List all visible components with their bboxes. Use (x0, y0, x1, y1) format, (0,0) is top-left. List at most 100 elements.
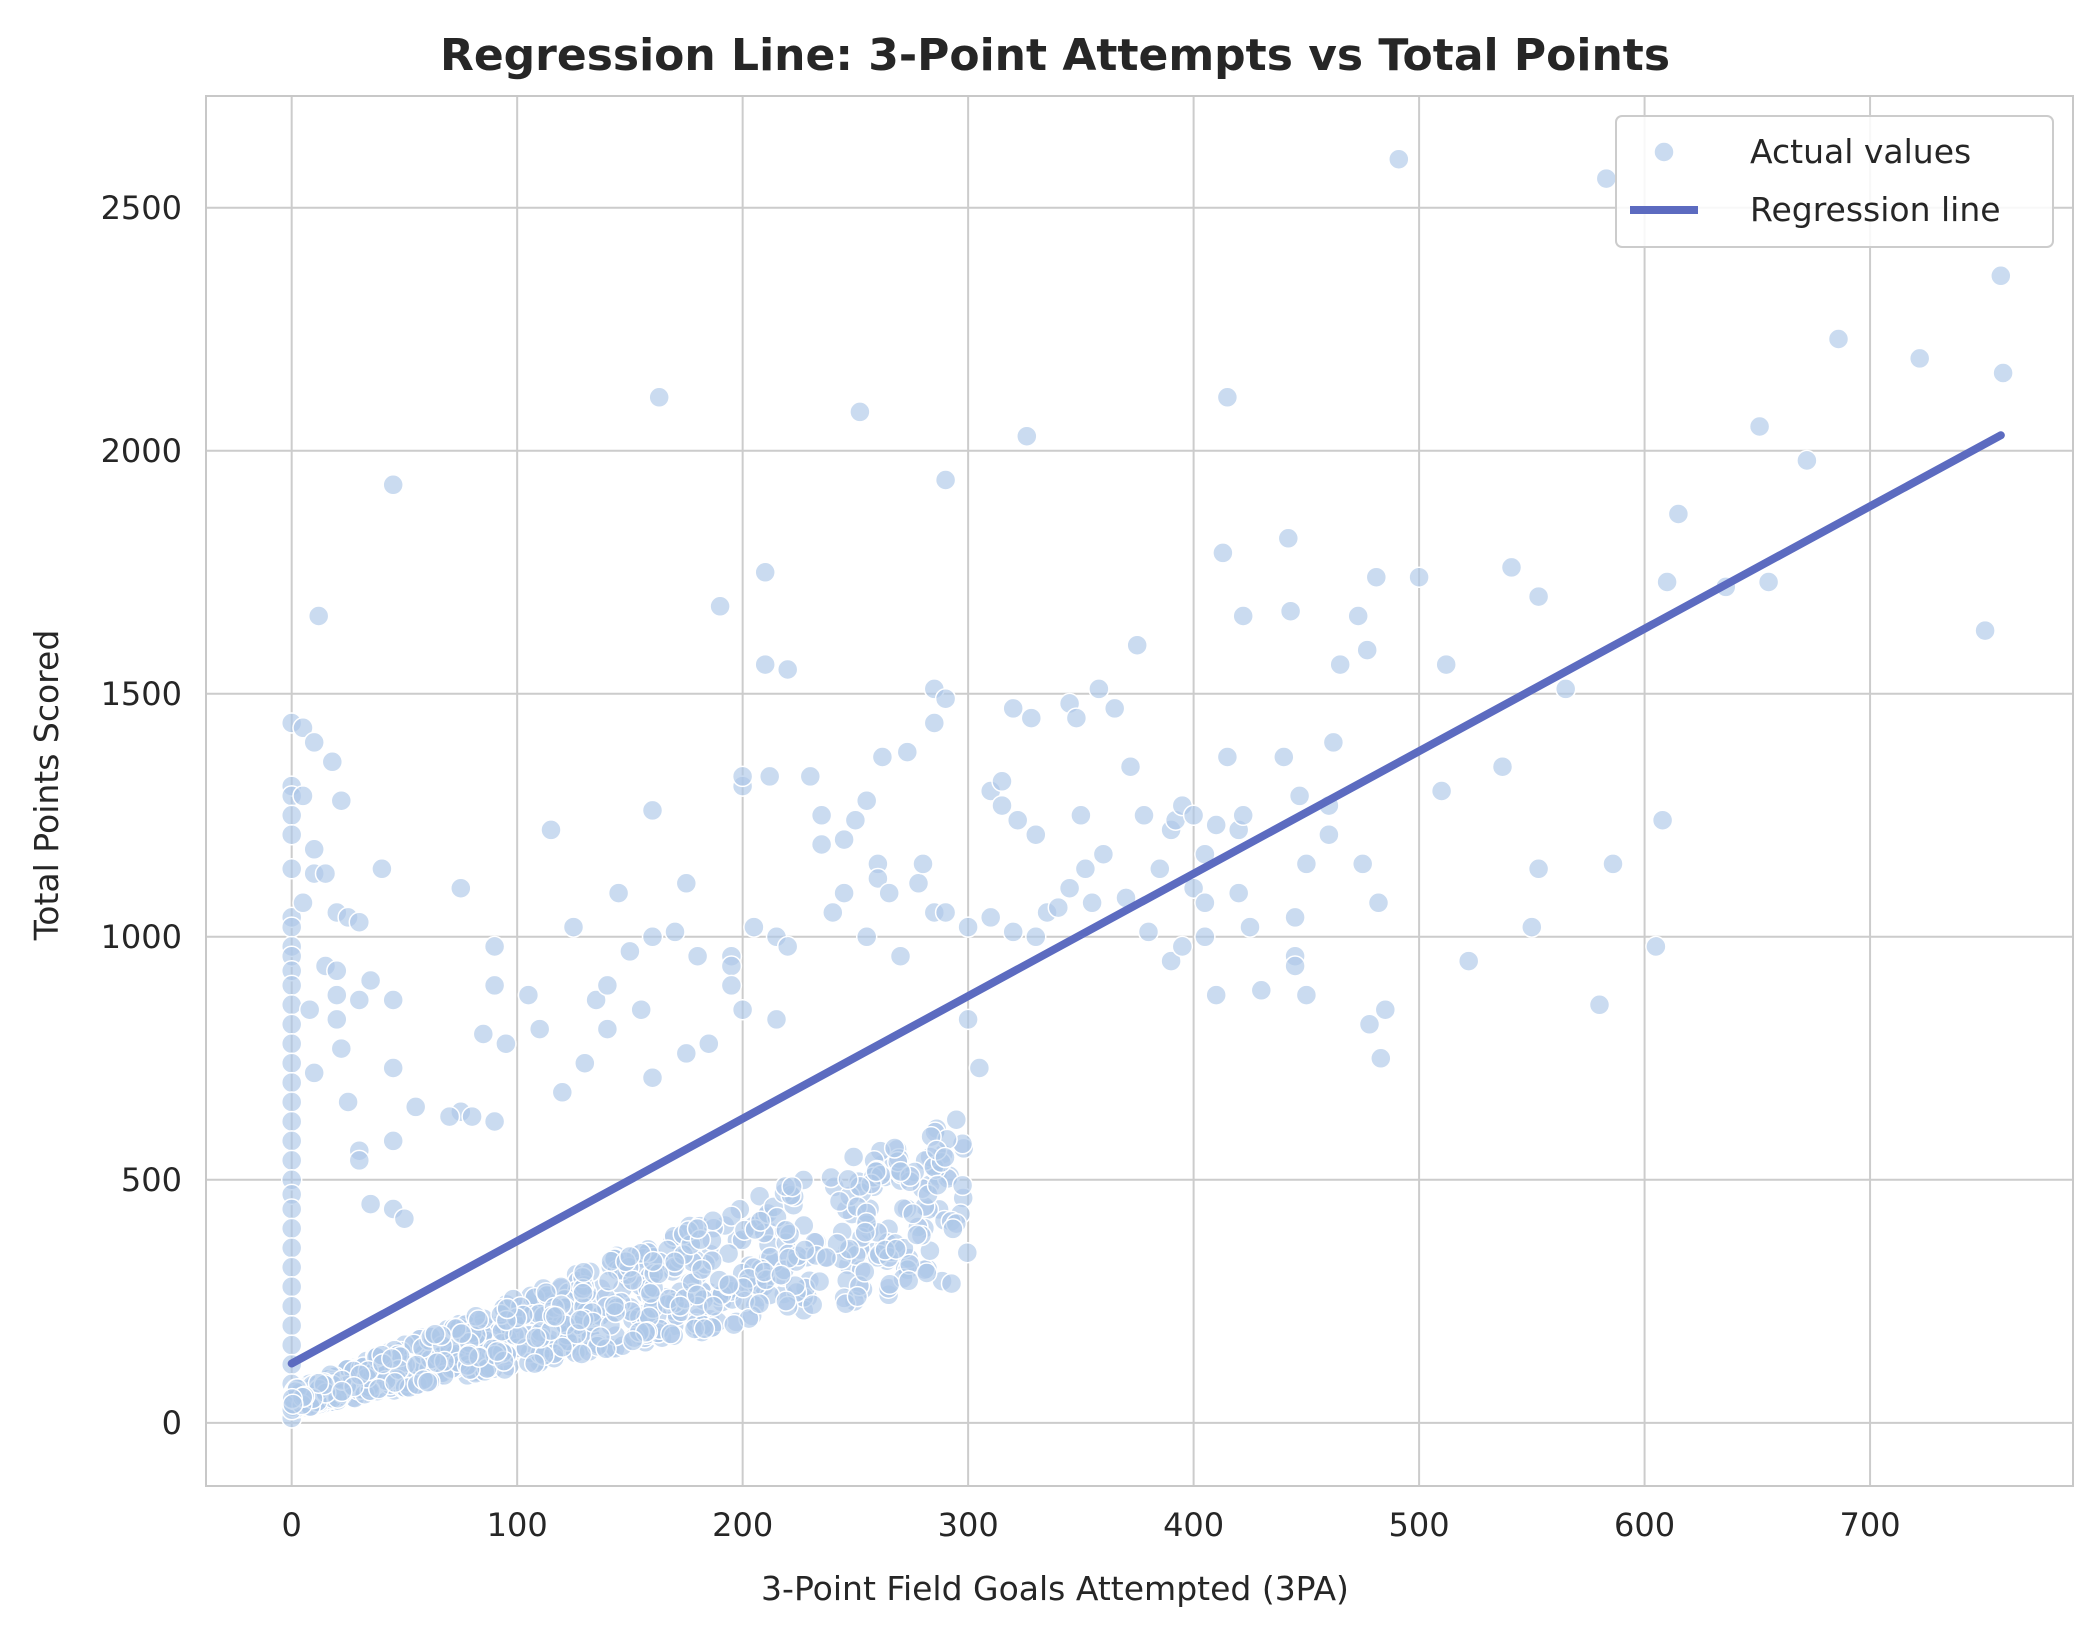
data-point (1358, 1013, 1381, 1036)
data-point (968, 1057, 991, 1079)
data-point (1757, 571, 1780, 593)
data-point (292, 892, 314, 914)
data-point (607, 882, 630, 904)
data-point (934, 1146, 956, 1169)
data-point (709, 595, 731, 618)
data-point (596, 1018, 619, 1040)
data-point (381, 1347, 403, 1370)
data-point (382, 1057, 404, 1079)
data-point (384, 1371, 406, 1394)
data-point (393, 1207, 416, 1230)
data-point (280, 1052, 303, 1074)
data-point (348, 989, 371, 1011)
data-point (698, 1032, 720, 1055)
data-point (1212, 542, 1234, 564)
data-point (854, 1261, 876, 1283)
data-point (1006, 809, 1029, 831)
data-point (280, 1334, 303, 1356)
data-point (348, 1149, 371, 1172)
data-point (1595, 167, 1618, 190)
data-point (912, 853, 934, 875)
data-point (303, 731, 325, 754)
data-point (280, 1295, 303, 1317)
data-point (337, 1091, 359, 1113)
data-point (585, 989, 607, 1011)
data-point (723, 1313, 745, 1336)
data-point (280, 1256, 303, 1279)
data-point (1527, 585, 1550, 608)
data-point (855, 789, 878, 812)
data-point (540, 819, 562, 841)
data-point (280, 858, 303, 880)
data-point (1527, 858, 1550, 880)
data-point (280, 1091, 303, 1113)
data-point (675, 872, 698, 895)
data-point (926, 1174, 949, 1196)
data-point (883, 1137, 906, 1159)
data-point (1149, 858, 1171, 880)
data-point (1430, 780, 1453, 802)
data-point (906, 1224, 928, 1246)
data-point (957, 916, 979, 938)
data-point (630, 998, 652, 1021)
data-point (731, 998, 754, 1021)
data-point (461, 1105, 483, 1128)
data-point (517, 984, 540, 1006)
data-point (1279, 600, 1302, 622)
data-point (846, 1285, 869, 1308)
data-point (280, 804, 303, 827)
data-point (934, 469, 957, 491)
data-point (991, 770, 1013, 793)
data-point (1284, 955, 1306, 977)
data-point (382, 474, 404, 496)
data-point (855, 926, 878, 948)
data-point (979, 906, 1002, 929)
data-point (1656, 571, 1678, 593)
data-point (348, 911, 371, 933)
data-point (865, 1160, 887, 1183)
plot-frame (205, 95, 2074, 1487)
x-tick-label: 0 (282, 1506, 302, 1544)
data-point (589, 1325, 612, 1348)
data-point (1103, 697, 1126, 720)
data-point (1092, 843, 1115, 865)
data-point (1273, 746, 1295, 768)
data-point (1284, 906, 1306, 929)
data-point (382, 989, 404, 1011)
data-point (371, 858, 393, 880)
data-point (885, 1238, 907, 1260)
data-point (603, 1294, 626, 1317)
data-point (280, 1275, 303, 1298)
data-point (686, 1284, 708, 1306)
data-point (923, 712, 946, 734)
data-point (1160, 950, 1182, 972)
x-tick-labels: 0 100 200 300 400 500 600 700 (282, 1506, 1901, 1544)
data-point (292, 717, 314, 739)
data-point (280, 916, 303, 938)
legend-marker-actual (1653, 141, 1675, 163)
data-point (690, 1258, 713, 1281)
data-point (298, 998, 321, 1021)
data-point (280, 823, 303, 846)
data-point (280, 1110, 303, 1133)
data-point (1250, 979, 1273, 1002)
data-point (1318, 823, 1340, 846)
data-point (417, 1371, 439, 1393)
data-point (1016, 425, 1038, 447)
data-point (1500, 556, 1523, 579)
data-point (280, 1237, 303, 1259)
data-point (596, 974, 619, 997)
data-point (486, 1340, 508, 1363)
data-point (934, 901, 957, 924)
data-point (359, 969, 382, 992)
data-point (951, 1174, 974, 1197)
data-point (799, 765, 822, 788)
data-point (314, 862, 337, 885)
data-point (1796, 449, 1818, 472)
data-point (1990, 265, 2012, 287)
legend: Actual values Regression line (1615, 115, 2054, 248)
data-point (574, 1052, 596, 1074)
data-point (1119, 755, 1142, 778)
data-point (1194, 892, 1216, 914)
data-point (1602, 853, 1624, 875)
